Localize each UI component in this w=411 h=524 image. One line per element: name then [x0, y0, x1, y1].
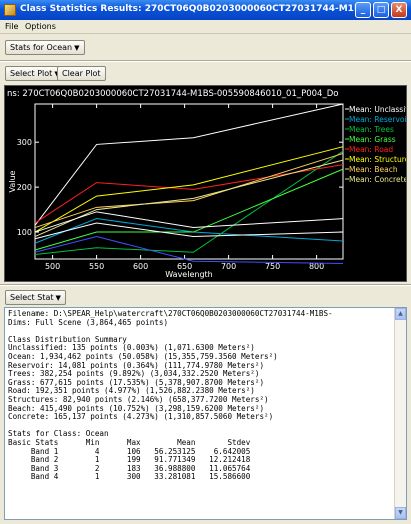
window-title: Class Statistics Results: 270CT06Q0B0203… [20, 4, 355, 14]
class-line: Structures: 82,940 points (2.146%) (658,… [8, 395, 269, 404]
class-line: Ocean: 1,934,462 points (50.058%) (15,35… [8, 352, 278, 361]
menu-bar: File Options [0, 20, 411, 34]
class-line: Unclassified: 135 points (0.003%) (1,071… [8, 344, 255, 353]
y-tick-label: 300 [17, 138, 32, 147]
class-line: Grass: 677,615 points (17.535%) (5,378,9… [8, 378, 265, 387]
series-line-grass [34, 168, 344, 251]
select-plot-dropdown[interactable]: Select Plot▼ [5, 66, 65, 81]
series-line-concrete [34, 159, 344, 237]
chevron-down-icon: ▼ [55, 294, 61, 302]
legend-entry: Mean: Beach [349, 165, 398, 174]
plot-frame [34, 103, 344, 260]
chart-title: ns: 270CT06Q0B0203000060CT27031744-M1BS-… [7, 89, 338, 99]
x-tick-label: 550 [89, 262, 104, 271]
legend-entry: Mean: Unclassified [349, 105, 407, 114]
y-tick-label: 100 [17, 228, 32, 237]
series-line-trees [34, 150, 344, 256]
legend-entry: Mean: Road [349, 145, 393, 154]
close-button[interactable]: X [391, 2, 407, 18]
y-axis-label: Value [8, 170, 17, 192]
plot-panel: ns: 270CT06Q0B0203000060CT27031744-M1BS-… [4, 85, 407, 282]
series-line-unclassified [34, 222, 344, 240]
table-header: Basic Stats Min Max Mean Stdev [8, 438, 251, 447]
filename-line: Filename: D:\SPEAR_Help\watercraft\270CT… [8, 310, 333, 318]
select-plot-label: Select Plot [10, 69, 53, 78]
clear-plot-button[interactable]: Clear Plot [57, 66, 106, 81]
minimize-button[interactable]: _ [355, 2, 371, 18]
summary-title: Class Distribution Summary [8, 335, 127, 344]
band-row: Band 1 4 106 56.253125 6.642005 [8, 447, 251, 456]
scroll-up-icon[interactable]: ▲ [395, 308, 406, 320]
stats-text-area[interactable]: Filename: D:\SPEAR_Help\watercraft\270CT… [4, 307, 407, 520]
class-line: Road: 192,351 points (4.977%) (1,526,882… [8, 387, 255, 396]
dims-line: Dims: Full Scene (3,864,465 points) [8, 318, 169, 327]
menu-file[interactable]: File [5, 22, 19, 31]
legend-entry: Mean: Trees [349, 125, 394, 134]
vertical-scrollbar[interactable]: ▲ ▼ [394, 308, 406, 519]
legend-entry: Mean: Reservoir [349, 115, 407, 124]
stats-for-label: Stats for Ocean [10, 43, 73, 52]
legend-entry: Mean: Concrete [349, 175, 407, 184]
band-row: Band 3 2 183 36.988800 11.065764 [8, 464, 251, 473]
class-line: Beach: 415,490 points (10.752%) (3,298,1… [8, 404, 265, 413]
title-bar: Class Statistics Results: 270CT06Q0B0203… [0, 0, 411, 20]
divider [0, 60, 411, 62]
menu-options[interactable]: Options [25, 22, 56, 31]
series-line-unclassified [34, 211, 344, 233]
select-stat-dropdown[interactable]: Select Stat ▼ [5, 290, 66, 305]
series-line-structures [34, 146, 344, 233]
legend-entry: Mean: Structures [349, 155, 407, 164]
x-tick-label: 750 [265, 262, 280, 271]
legend-entry: Mean: Grass [349, 135, 396, 144]
y-tick-label: 200 [17, 183, 32, 192]
x-axis-label: Wavelength [165, 270, 212, 279]
x-tick-label: 650 [177, 262, 192, 271]
series-line-ocean [34, 236, 344, 264]
blank-line [8, 422, 394, 431]
select-stat-label: Select Stat [10, 293, 54, 302]
x-tick-label: 500 [45, 262, 60, 271]
class-line: Reservoir: 14,081 points (0.364%) (111,7… [8, 361, 265, 370]
class-line: Trees: 382,254 points (9.892%) (3,034,33… [8, 370, 260, 379]
x-tick-label: 600 [133, 262, 148, 271]
stats-for-dropdown[interactable]: Stats for Ocean ▼ [5, 40, 85, 55]
scroll-down-icon[interactable]: ▼ [395, 507, 406, 519]
line-chart: ns: 270CT06Q0B0203000060CT27031744-M1BS-… [7, 89, 407, 279]
divider [0, 284, 411, 286]
band-row: Band 4 1 300 33.281081 15.586600 [8, 473, 251, 482]
series-line-road [34, 164, 344, 224]
series-line-unclassified [34, 103, 344, 226]
maximize-button[interactable]: □ [373, 2, 389, 18]
blank-line [8, 327, 394, 336]
band-row: Band 2 1 199 91.771349 12.212418 [8, 456, 251, 465]
chevron-down-icon: ▼ [74, 44, 80, 52]
app-icon [4, 4, 16, 16]
x-tick-label: 700 [221, 262, 236, 271]
x-tick-label: 800 [309, 262, 324, 271]
series-line-reservoir [34, 218, 344, 244]
class-line: Concrete: 165,137 points (4.273%) (1,310… [8, 413, 274, 422]
class-stats-title: Stats for Class: Ocean [8, 430, 109, 439]
